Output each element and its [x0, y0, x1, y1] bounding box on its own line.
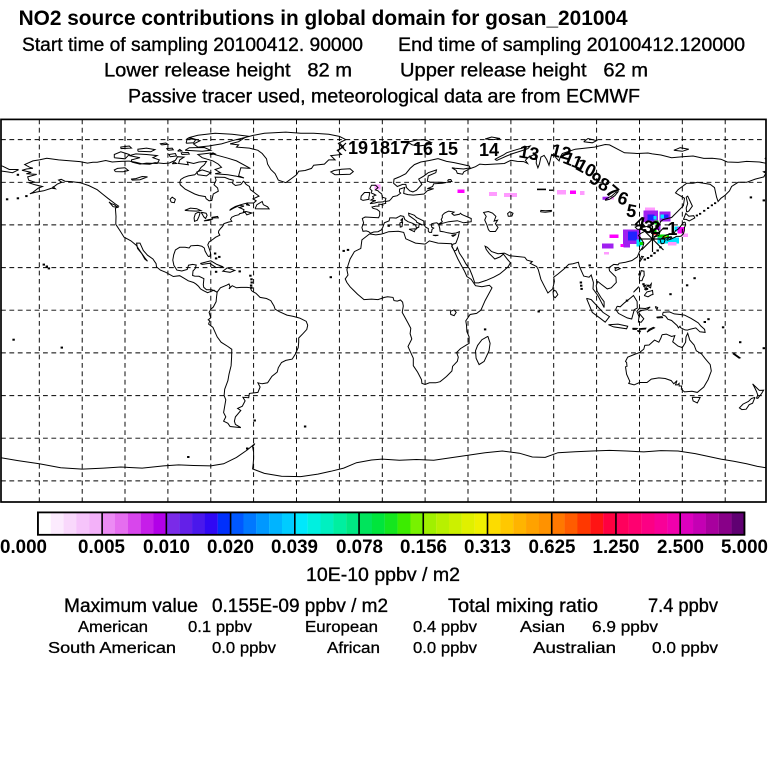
svg-text:NO2 source contributions in gl: NO2 source contributions in global domai… [19, 7, 628, 30]
svg-text:Maximum value: Maximum value [64, 596, 198, 617]
svg-text:14: 14 [479, 140, 499, 160]
svg-text:Lower release height 82 m: Lower release height 82 m [104, 61, 352, 82]
svg-text:Australian: Australian [533, 640, 616, 657]
svg-text:0.0 ppbv: 0.0 ppbv [212, 640, 276, 657]
svg-text:0.010: 0.010 [143, 537, 190, 558]
svg-text:2.500: 2.500 [657, 537, 704, 558]
svg-text:0.000: 0.000 [0, 537, 47, 558]
svg-text:Start time of sampling 2010041: Start time of sampling 20100412. 90000 [22, 35, 363, 56]
svg-text:16: 16 [413, 139, 433, 159]
svg-text:0.0 ppbv: 0.0 ppbv [413, 640, 477, 657]
svg-text:2: 2 [650, 218, 660, 238]
svg-text:American: American [78, 619, 148, 636]
svg-text:0.4 ppbv: 0.4 ppbv [413, 619, 477, 636]
svg-text:European: European [305, 619, 378, 636]
svg-text:1.250: 1.250 [593, 537, 640, 558]
svg-text:19: 19 [348, 138, 368, 158]
svg-text:5: 5 [625, 200, 638, 221]
svg-text:15: 15 [438, 139, 458, 159]
svg-text:0.078: 0.078 [336, 537, 383, 558]
svg-text:0.020: 0.020 [207, 537, 254, 558]
svg-text:End time of sampling 20100412.: End time of sampling 20100412.120000 [398, 35, 745, 56]
svg-text:0.155E-09 ppbv / m2: 0.155E-09 ppbv / m2 [212, 596, 388, 617]
svg-text:1: 1 [667, 219, 677, 239]
svg-text:18: 18 [370, 138, 390, 158]
svg-text:0.156: 0.156 [400, 537, 447, 558]
svg-text:South American: South American [48, 640, 176, 657]
svg-text:Upper release height 62 m: Upper release height 62 m [400, 61, 648, 82]
svg-text:Passive tracer used, meteorolo: Passive tracer used, meteorological data… [128, 87, 640, 108]
svg-text:Asian: Asian [520, 619, 565, 636]
svg-text:5.000: 5.000 [721, 537, 768, 558]
svg-text:10E-10 ppbv / m2: 10E-10 ppbv / m2 [306, 565, 460, 586]
svg-text:6.9 ppbv: 6.9 ppbv [592, 619, 658, 636]
svg-text:3: 3 [642, 216, 655, 237]
svg-text:4: 4 [633, 212, 647, 234]
svg-text:0.005: 0.005 [78, 537, 125, 558]
svg-text:0.039: 0.039 [271, 537, 318, 558]
svg-text:0.625: 0.625 [529, 537, 576, 558]
svg-text:13: 13 [517, 141, 540, 164]
svg-text:0.0 ppbv: 0.0 ppbv [652, 640, 718, 657]
svg-text:7.4 ppbv: 7.4 ppbv [648, 596, 718, 617]
svg-text:0.313: 0.313 [464, 537, 511, 558]
svg-text:17: 17 [390, 138, 410, 158]
svg-text:Total mixing ratio: Total mixing ratio [448, 596, 598, 617]
svg-text:African: African [327, 640, 380, 657]
svg-text:0.1 ppbv: 0.1 ppbv [188, 619, 252, 636]
